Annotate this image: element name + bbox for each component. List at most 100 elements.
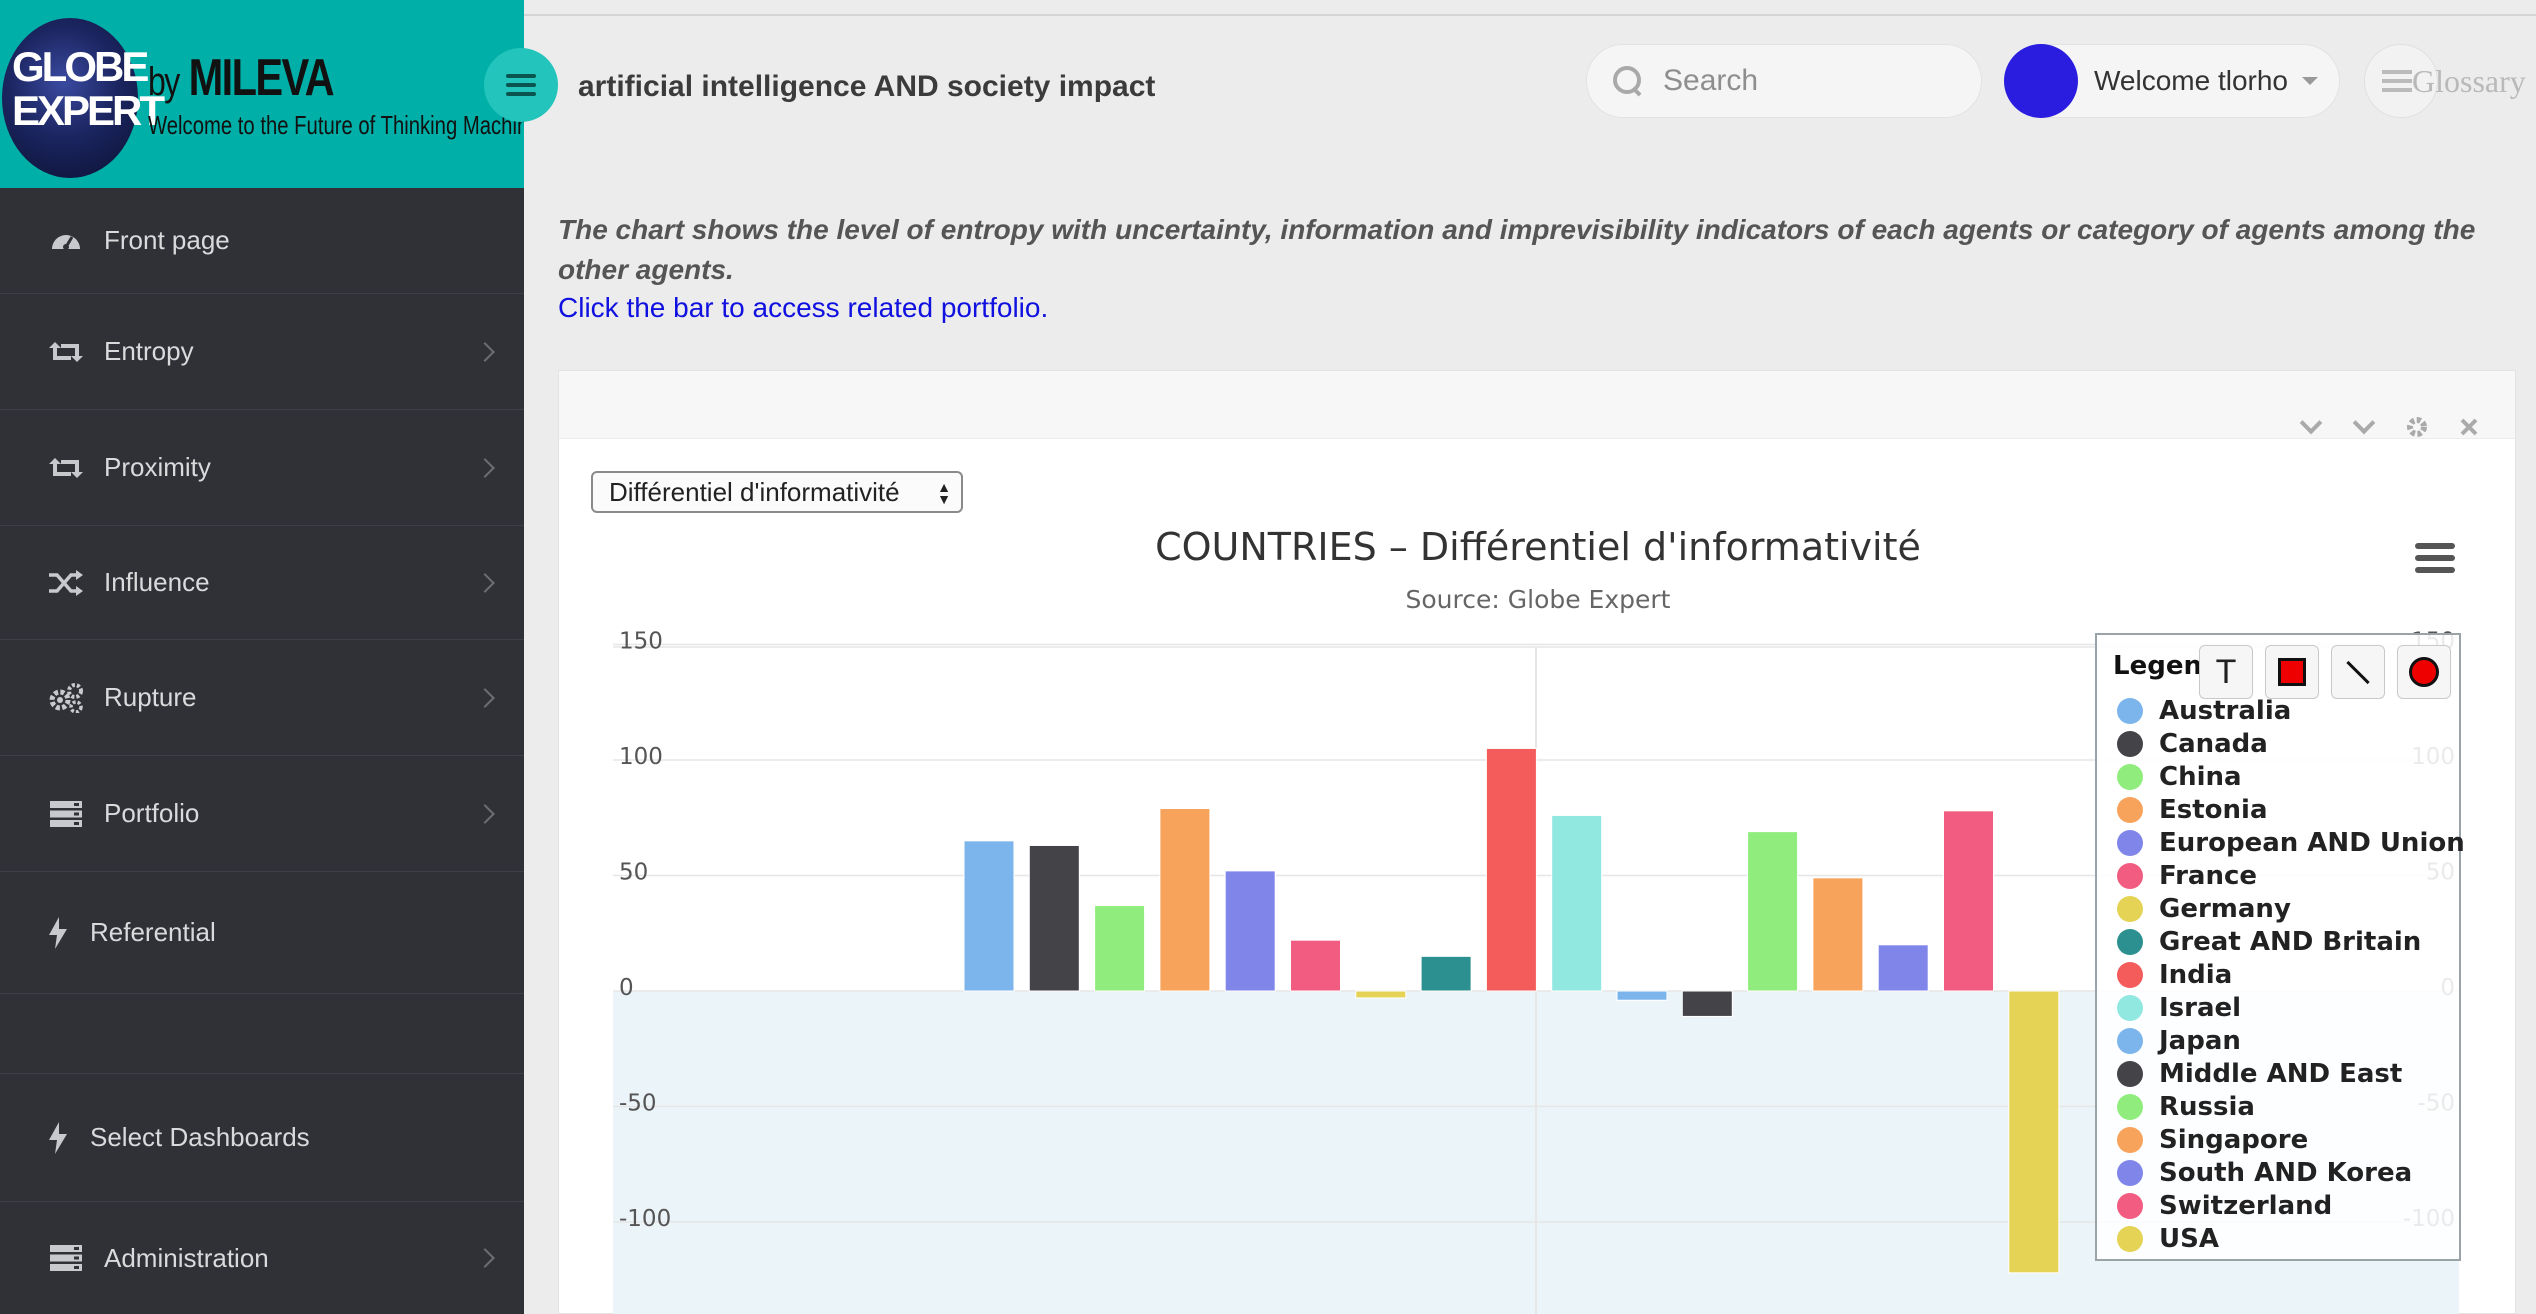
- legend-label: USA: [2159, 1224, 2219, 1254]
- page-title: artificial intelligence AND society impa…: [578, 70, 1156, 103]
- chart-title: COUNTRIES – Différentiel d'informativité: [1155, 525, 1921, 569]
- legend-label: Canada: [2159, 729, 2268, 759]
- legend-item[interactable]: South AND Korea: [2117, 1157, 2412, 1189]
- bar-middle-and-east[interactable]: [1681, 990, 1733, 1017]
- sidebar-item-select-dashboards[interactable]: Select Dashboards: [0, 1074, 524, 1202]
- legend-label: China: [2159, 762, 2242, 792]
- legend-marker-icon: [2117, 731, 2143, 757]
- legend-label: Israel: [2159, 993, 2242, 1023]
- bar-canada[interactable]: [1028, 844, 1080, 992]
- legend-label: Great AND Britain: [2159, 927, 2422, 957]
- bar-estonia[interactable]: [1159, 808, 1211, 992]
- bar-germany[interactable]: [1355, 990, 1407, 999]
- chevron-right-icon: [475, 1248, 495, 1268]
- legend-item[interactable]: Germany: [2117, 893, 2291, 925]
- bolt-icon: [40, 916, 76, 949]
- legend-item[interactable]: Singapore: [2117, 1124, 2308, 1156]
- sidebar-item-entropy[interactable]: Entropy: [0, 294, 524, 410]
- chevron-right-icon: [475, 457, 495, 478]
- legend-item[interactable]: Switzerland: [2117, 1190, 2332, 1222]
- legend-marker-icon: [2117, 1226, 2143, 1252]
- legend-item[interactable]: Great AND Britain: [2117, 926, 2421, 958]
- sidebar-item-proximity[interactable]: Proximity: [0, 410, 524, 526]
- legend-label: Russia: [2159, 1092, 2255, 1122]
- brand-header: GLOBE EXPERT by MILEVA Welcome to the Fu…: [0, 0, 524, 188]
- logo-text-line1: GLOBE: [12, 43, 149, 90]
- legend-marker-icon: [2117, 1193, 2143, 1219]
- legend-item[interactable]: Estonia: [2117, 794, 2268, 826]
- legend-marker-icon: [2117, 797, 2143, 823]
- retweet-icon: [48, 337, 84, 367]
- bar-russia[interactable]: [1747, 831, 1799, 992]
- bar-switzerland[interactable]: [1943, 810, 1994, 992]
- retweet-icon: [48, 453, 84, 483]
- chart-legend[interactable]: Legend Australia Canada China Estonia Europe…: [2095, 633, 2465, 1261]
- sidebar-item-label: Rupture: [104, 682, 197, 712]
- measure-select-value: Différentiel d'informativité: [609, 476, 900, 507]
- bar-japan[interactable]: [1616, 990, 1668, 1001]
- bar-israel[interactable]: [1551, 814, 1603, 992]
- legend-item[interactable]: European AND Union: [2117, 827, 2465, 859]
- chevron-right-icon: [475, 687, 495, 708]
- legend-item[interactable]: China: [2117, 761, 2242, 793]
- select-arrows-icon: ▲ ▼: [937, 479, 951, 507]
- sidebar-item-referential[interactable]: Referential: [0, 872, 524, 994]
- glossary-button[interactable]: Glossary: [2364, 44, 2536, 118]
- legend-item[interactable]: Russia: [2117, 1091, 2255, 1123]
- legend-label: Japan: [2159, 1026, 2241, 1056]
- legend-label: South AND Korea: [2159, 1158, 2413, 1188]
- sidebar-item-influence[interactable]: Influence: [0, 526, 524, 640]
- legend-marker-icon: [2117, 995, 2143, 1021]
- sidebar-item-front-page[interactable]: Front page: [0, 188, 524, 294]
- rectangle-tool-icon[interactable]: [2265, 645, 2319, 699]
- search-icon: [1613, 66, 1643, 96]
- legend-label: Singapore: [2159, 1125, 2309, 1155]
- close-icon[interactable]: [2455, 413, 2483, 441]
- gear-icon[interactable]: [2403, 413, 2431, 441]
- legend-item[interactable]: USA: [2117, 1223, 2219, 1255]
- sidebar-item-portfolio[interactable]: Portfolio: [0, 756, 524, 872]
- y-tick-label: 0: [619, 975, 634, 1001]
- legend-item[interactable]: France: [2117, 860, 2257, 892]
- legend-marker-icon: [2117, 1127, 2143, 1153]
- sidebar-item-label: Referential: [90, 917, 216, 947]
- bar-australia[interactable]: [963, 840, 1015, 992]
- legend-item[interactable]: Middle AND East: [2117, 1058, 2402, 1090]
- measure-select[interactable]: Différentiel d'informativité ▲ ▼: [591, 471, 963, 513]
- sidebar-item-rupture[interactable]: Rupture: [0, 640, 524, 756]
- bar-france[interactable]: [1290, 939, 1341, 992]
- y-tick-label: 50: [619, 860, 648, 886]
- legend-item[interactable]: Israel: [2117, 992, 2241, 1024]
- circle-tool-icon[interactable]: [2397, 645, 2451, 699]
- sidebar-item-label: Select Dashboards: [90, 1122, 310, 1152]
- line-tool-icon[interactable]: [2331, 645, 2385, 699]
- legend-item[interactable]: India: [2117, 959, 2232, 991]
- bolt-icon: [40, 1121, 76, 1154]
- chart-description: The chart shows the level of entropy wit…: [558, 214, 2476, 285]
- bar-south-and-korea[interactable]: [1877, 944, 1929, 992]
- legend-marker-icon: [2117, 1028, 2143, 1054]
- legend-item[interactable]: Japan: [2117, 1025, 2241, 1057]
- menu-toggle-button[interactable]: [484, 48, 558, 122]
- globe-expert-logo[interactable]: GLOBE EXPERT: [2, 18, 165, 178]
- bar-european-and-union[interactable]: [1224, 870, 1276, 992]
- top-divider: [524, 14, 2536, 16]
- chart-menu-icon[interactable]: [2415, 543, 2455, 573]
- bar-india[interactable]: [1485, 747, 1537, 992]
- avatar[interactable]: [2004, 44, 2078, 118]
- portfolio-link[interactable]: Click the bar to access related portfoli…: [558, 292, 1049, 323]
- bar-singapore[interactable]: [1812, 877, 1864, 992]
- bar-great-and-britain[interactable]: [1420, 955, 1472, 992]
- user-menu[interactable]: Welcome tlorho: [2004, 44, 2340, 118]
- legend-item[interactable]: Australia: [2117, 695, 2291, 727]
- logo-text-line2: EXPERT: [12, 87, 165, 134]
- legend-item[interactable]: Canada: [2117, 728, 2268, 760]
- search-box[interactable]: [1586, 44, 1982, 118]
- text-tool-icon[interactable]: T: [2199, 645, 2253, 699]
- bar-usa[interactable]: [2008, 990, 2060, 1274]
- search-input[interactable]: [1663, 64, 1963, 98]
- sidebar-item-administration[interactable]: Administration: [0, 1202, 524, 1314]
- chevron-right-icon: [475, 803, 495, 824]
- bar-china[interactable]: [1094, 905, 1146, 992]
- legend-marker-icon: [2117, 1160, 2143, 1186]
